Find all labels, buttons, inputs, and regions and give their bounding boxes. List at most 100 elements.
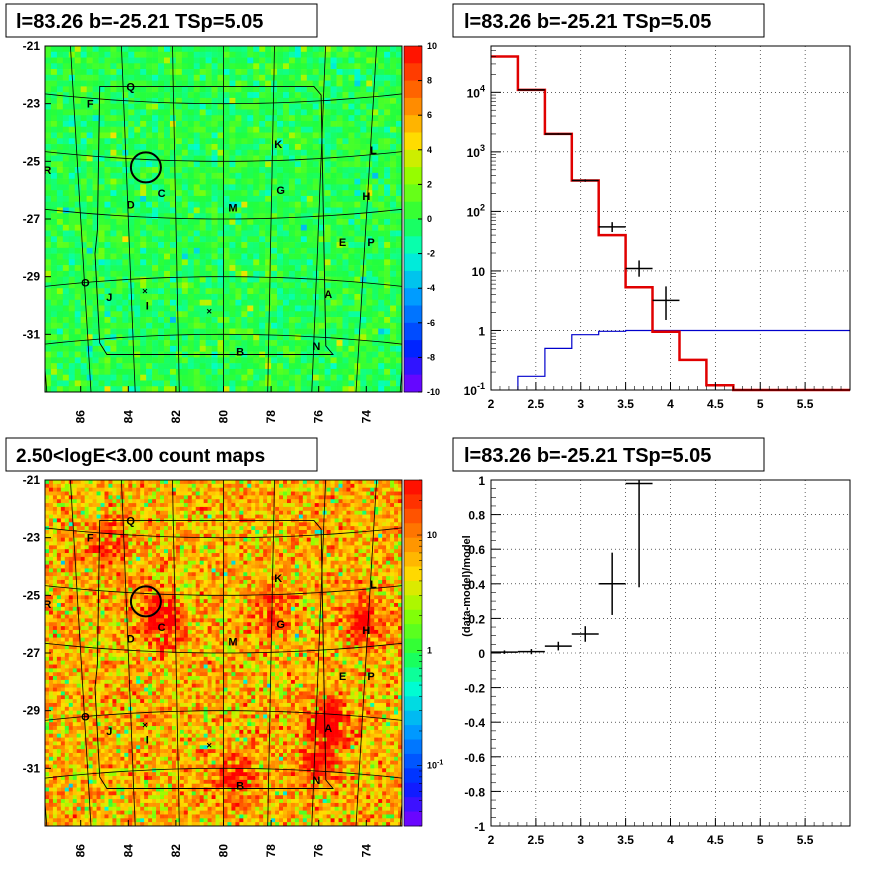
colorbar-segment <box>404 46 422 64</box>
heatmap-cell <box>64 806 70 811</box>
heatmap-cell <box>164 132 171 139</box>
heatmap-cell <box>64 480 70 485</box>
heatmap-cell <box>193 213 200 220</box>
heatmap-cell <box>62 115 70 122</box>
heatmap-cell <box>241 230 248 237</box>
heatmap-cell <box>396 115 402 122</box>
heatmap-cell <box>80 526 85 531</box>
heatmap-cell <box>342 328 349 335</box>
heatmap-cell <box>175 97 183 104</box>
heatmap-cell <box>330 69 337 76</box>
heatmap-cell <box>164 219 171 226</box>
heatmap-cell <box>152 322 159 329</box>
heatmap-cell <box>265 213 272 220</box>
heatmap-cell <box>223 207 230 214</box>
heatmap-cell <box>45 276 52 283</box>
heatmap-cell <box>45 161 52 168</box>
heatmap-cell <box>330 132 337 139</box>
heatmap-cell <box>294 63 302 70</box>
heatmap-cell <box>98 46 105 53</box>
heatmap-cell <box>229 334 236 341</box>
heatmap-cell <box>56 499 62 504</box>
heatmap-cell <box>152 69 159 76</box>
heatmap-cell <box>217 167 224 174</box>
heatmap-cell <box>187 247 195 254</box>
heatmap-cell <box>52 522 58 527</box>
heatmap-cell <box>80 591 85 596</box>
heatmap-cell <box>56 63 64 70</box>
heatmap-cell <box>116 80 123 87</box>
heatmap-cell <box>80 749 85 754</box>
heatmap-cell <box>48 564 54 569</box>
heatmap-cell <box>68 818 74 823</box>
heatmap-cell <box>211 46 218 53</box>
heatmap-cell <box>253 138 260 145</box>
heatmap-cell <box>68 722 74 727</box>
heatmap-cell <box>253 386 260 392</box>
heatmap-cell <box>288 247 296 254</box>
heatmap-cell <box>312 207 319 214</box>
heatmap-cell <box>277 345 284 352</box>
heatmap-cell <box>283 167 290 174</box>
heatmap-cell <box>76 752 81 758</box>
heatmap-cell <box>187 80 195 87</box>
heatmap-cell <box>164 293 171 301</box>
heatmap-cell <box>348 299 355 306</box>
heatmap-cell <box>247 380 254 387</box>
heatmap-cell <box>140 201 147 208</box>
heatmap-cell <box>294 317 302 324</box>
heatmap-cell <box>164 46 171 53</box>
heatmap-cell <box>217 46 224 53</box>
heatmap-cell <box>300 386 308 392</box>
heatmap-cell <box>92 92 99 99</box>
heatmap-cell <box>396 242 402 249</box>
heatmap-cell <box>104 334 111 341</box>
heatmap-cell <box>134 167 141 174</box>
heatmap-cell <box>140 270 147 277</box>
heatmap-cell <box>271 92 278 99</box>
heatmap-cell <box>336 253 343 260</box>
heatmap-cell <box>283 207 290 214</box>
heatmap-cell <box>342 213 349 220</box>
heatmap-cell <box>318 167 325 174</box>
heatmap-cell <box>348 230 355 237</box>
heatmap-cell <box>80 487 85 492</box>
heatmap-cell <box>181 270 189 277</box>
heatmap-cell <box>62 120 70 128</box>
heatmap-cell <box>199 115 206 122</box>
heatmap-cell <box>64 749 70 754</box>
heatmap-cell <box>324 288 331 295</box>
heatmap-cell <box>354 247 361 254</box>
heatmap-cell <box>68 299 76 306</box>
heatmap-cell <box>300 265 308 272</box>
heatmap-cell <box>211 253 218 260</box>
heatmap-cell <box>45 818 50 823</box>
heatmap-cell <box>288 172 296 179</box>
heatmap-cell <box>92 317 99 324</box>
x-marker <box>142 288 148 294</box>
x-marker <box>206 308 212 314</box>
heatmap-cell <box>348 363 355 370</box>
heatmap-cell <box>152 172 159 179</box>
heatmap-cell <box>223 236 230 243</box>
heatmap-cell <box>211 138 218 145</box>
heatmap-cell <box>211 80 218 87</box>
heatmap-cell <box>45 622 50 627</box>
heatmap-cell <box>247 51 254 58</box>
heatmap-cell <box>146 386 153 392</box>
heatmap-cell <box>187 322 195 329</box>
heatmap-cell <box>140 299 147 306</box>
heatmap-cell <box>60 506 66 512</box>
heatmap-cell <box>146 357 153 364</box>
heatmap-cell <box>390 219 397 226</box>
heatmap-cell <box>68 553 74 558</box>
heatmap-cell <box>360 149 367 156</box>
heatmap-cell <box>56 787 62 792</box>
heatmap-cell <box>128 115 135 122</box>
heatmap-cell <box>223 51 230 58</box>
heatmap-cell <box>80 97 87 104</box>
heatmap-cell <box>247 144 254 151</box>
heatmap-cell <box>348 236 355 243</box>
heatmap-cell <box>60 722 66 727</box>
colorbar-label: 4 <box>427 145 432 155</box>
